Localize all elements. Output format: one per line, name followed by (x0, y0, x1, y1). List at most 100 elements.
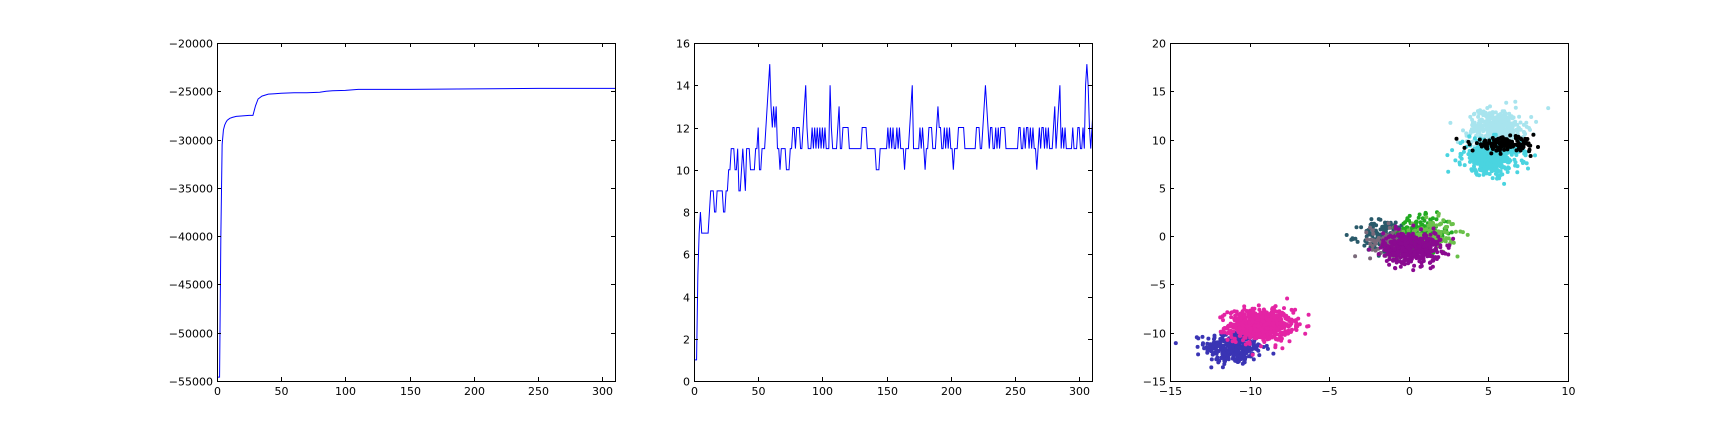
scatter-point (1412, 263, 1417, 268)
scatter-point (1518, 120, 1523, 125)
y-tick-label: −30000 (169, 135, 213, 148)
scatter-point (1460, 139, 1465, 144)
scatter-point (1513, 134, 1518, 138)
scatter-point (1418, 221, 1423, 225)
scatter-point (1232, 318, 1237, 323)
scatter-point (1417, 212, 1422, 217)
scatter-point (1495, 168, 1500, 173)
scatter-point (1195, 344, 1200, 349)
scatter-point (1409, 235, 1414, 240)
scatter-point (1387, 225, 1392, 230)
x-tick-label: −5 (1321, 385, 1337, 398)
scatter-point (1443, 251, 1448, 256)
scatter-point (1430, 216, 1435, 221)
scatter-point (1354, 225, 1359, 230)
scatter-point (1247, 354, 1251, 359)
x-tick-label: 200 (464, 385, 485, 398)
scatter-point (1443, 239, 1448, 244)
x-tick-label: 0 (214, 385, 221, 398)
scatter-point (1227, 343, 1232, 348)
cluster-9 (1454, 132, 1540, 158)
scatter-point (1403, 235, 1408, 240)
scatter-point (1427, 260, 1432, 265)
scatter-point (1381, 231, 1386, 236)
scatter-point (1260, 330, 1265, 335)
scatter-point (1212, 337, 1216, 342)
scatter-point (1513, 105, 1518, 110)
scatter-point (1474, 141, 1479, 146)
scatter-point (1205, 348, 1210, 352)
scatter-point (1370, 228, 1375, 233)
scatter-point (1254, 347, 1259, 352)
scatter-point (1251, 344, 1256, 349)
scatter-point (1226, 357, 1231, 362)
scatter-point (1534, 119, 1539, 124)
y-tick-label: 0 (1159, 231, 1166, 244)
scatter-point (1246, 314, 1251, 319)
scatter-point (1420, 236, 1425, 241)
scatter-point (1467, 149, 1472, 153)
scatter-point (1280, 310, 1285, 315)
x-tick-label: 100 (812, 385, 833, 398)
scatter-point (1382, 243, 1387, 247)
scatter-point (1492, 126, 1497, 131)
scatter-point (1506, 142, 1511, 147)
scatter-point (1387, 248, 1392, 253)
scatter-point (1391, 257, 1396, 262)
scatter-point (1376, 217, 1381, 222)
scatter-point (1273, 343, 1278, 348)
scatter-point (1258, 344, 1263, 349)
scatter-point (1233, 358, 1238, 363)
scatter-point (1272, 315, 1277, 320)
scatter-point (1505, 146, 1510, 151)
scatter-point (1223, 346, 1228, 351)
scatter-point (1422, 232, 1427, 237)
scatter-point (1220, 365, 1225, 370)
scatter-point (1285, 296, 1290, 301)
cluster-6 (1367, 223, 1456, 273)
scatter-point (1250, 317, 1255, 322)
scatter-point (1477, 161, 1482, 165)
scatter-point (1294, 328, 1299, 332)
scatter-point (1487, 172, 1492, 176)
scatter-point (1239, 351, 1244, 356)
cluster-1 (1218, 296, 1311, 357)
scatter-point (1513, 163, 1518, 168)
scatter-point (1265, 346, 1270, 351)
scatter-point (1367, 247, 1372, 252)
y-tick-label: −45000 (169, 279, 213, 292)
y-tick-label: −50000 (169, 328, 213, 341)
scatter-point (1224, 342, 1229, 346)
scatter-point (1396, 227, 1401, 232)
scatter-point (1428, 232, 1433, 237)
y-tick-label: −10 (1143, 328, 1166, 341)
scatter-point (1487, 154, 1492, 159)
scatter-point (1274, 318, 1279, 323)
scatter-point (1212, 351, 1217, 356)
scatter-point (1209, 365, 1214, 370)
scatter-point (1394, 260, 1399, 265)
scatter-point (1483, 158, 1488, 163)
scatter-point (1271, 351, 1276, 356)
scatter-point (1382, 253, 1387, 258)
scatter-point (1245, 309, 1250, 314)
scatter-point (1253, 328, 1258, 333)
scatter-point (1388, 233, 1393, 238)
scatter-point (1436, 213, 1441, 218)
scatter-point (1392, 240, 1397, 245)
scatter-point (1222, 362, 1227, 366)
scatter-point (1289, 329, 1293, 334)
scatter-point (1246, 332, 1251, 337)
x-tick-label: 5 (1485, 385, 1492, 398)
scatter-point (1248, 346, 1253, 351)
scatter-point (1505, 170, 1510, 174)
scatter-point (1512, 120, 1516, 125)
scatter-point (1502, 147, 1507, 152)
scatter-point (1248, 328, 1253, 333)
loglikelihood-panel: 0 50 100 150 200 250 300 −55000 −50000 −45000 −400… (169, 38, 616, 398)
scatter-point (1488, 157, 1493, 162)
y-tick-label: −40000 (169, 231, 213, 244)
scatter-point (1364, 230, 1369, 235)
scatter-point (1507, 115, 1512, 120)
scatter-point (1441, 218, 1446, 223)
